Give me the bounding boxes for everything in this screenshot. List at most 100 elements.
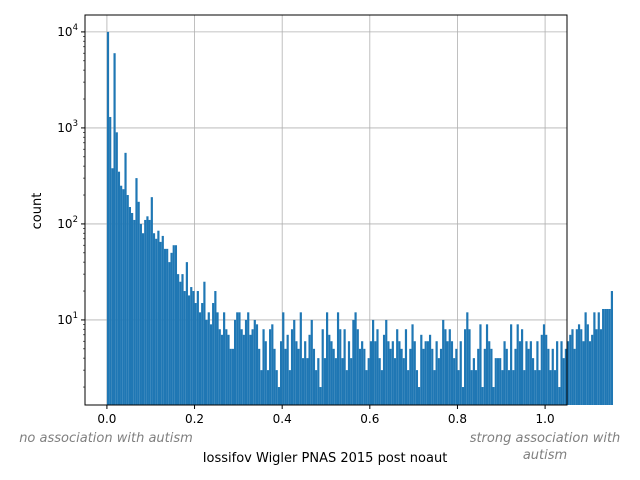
histogram-bar	[196, 291, 199, 405]
histogram-bar	[378, 358, 381, 405]
histogram-bar	[279, 341, 283, 405]
histogram-bar	[170, 252, 173, 405]
histogram-bar	[437, 358, 440, 405]
histogram-bar	[269, 329, 272, 405]
histogram-bar	[602, 308, 605, 405]
annotation-right-line2: autism	[523, 448, 567, 463]
histogram-bar	[571, 329, 574, 405]
histogram-bar	[361, 341, 364, 405]
histogram-bar	[233, 319, 237, 405]
histogram-bar	[352, 319, 355, 405]
histogram-bar	[372, 319, 375, 405]
histogram-bar	[415, 370, 419, 405]
x-tick-label: 1.0	[536, 412, 555, 426]
histogram-bar	[148, 219, 151, 405]
histogram-bar	[161, 235, 164, 405]
histogram-bar	[604, 308, 607, 405]
histogram-bar	[433, 370, 436, 405]
histogram-bar	[141, 233, 145, 405]
histogram-bar	[588, 341, 592, 405]
histogram-bar	[466, 312, 469, 405]
histogram-bar	[242, 334, 245, 405]
histogram-bar	[347, 341, 351, 405]
histogram-bar	[363, 348, 366, 405]
histogram-bar	[205, 319, 208, 405]
histogram-bar	[183, 291, 186, 405]
axes-frame	[84, 14, 568, 406]
histogram-bar	[288, 370, 291, 405]
histogram-bar	[126, 195, 129, 405]
histogram-bar	[304, 341, 307, 405]
histogram-bar	[109, 116, 112, 405]
histogram-bar	[534, 370, 537, 405]
histogram-bar	[286, 334, 289, 405]
histogram-bar	[418, 387, 421, 405]
histogram-bar	[328, 334, 331, 405]
histogram-bar	[212, 303, 215, 405]
histogram-bar	[553, 370, 557, 405]
histogram-bar	[593, 312, 596, 405]
histogram-bar	[238, 312, 241, 405]
histogram-bar	[319, 387, 322, 405]
histogram-bar	[301, 358, 305, 405]
histogram-bar	[216, 312, 219, 405]
histogram-bar	[464, 329, 467, 405]
histogram-bar	[358, 348, 362, 405]
histogram-bar	[330, 341, 333, 405]
x-tick-label: 0.8	[448, 412, 467, 426]
histogram-bar	[599, 329, 603, 405]
histogram-bar	[549, 370, 552, 405]
histogram-bar	[538, 370, 541, 405]
histogram-bar	[350, 358, 353, 405]
histogram-bar	[277, 387, 280, 405]
histogram-bar	[424, 341, 427, 405]
histogram-bar	[367, 358, 370, 405]
histogram-bar	[402, 358, 405, 405]
histogram-bar	[525, 341, 528, 405]
histogram-bars	[106, 31, 614, 406]
histogram-bar	[523, 370, 526, 405]
histogram-bar	[558, 387, 561, 405]
histogram-bar	[503, 341, 506, 405]
histogram-bar	[531, 358, 535, 405]
histogram-bar	[295, 341, 298, 405]
histogram-bar	[560, 341, 563, 405]
histogram-bar	[284, 348, 287, 405]
histogram-bar	[258, 348, 261, 405]
histogram-bar	[520, 329, 524, 405]
histogram-bar	[185, 262, 188, 405]
histogram-bar	[299, 312, 302, 405]
histogram-bar	[133, 219, 136, 405]
histogram-bar	[326, 312, 329, 405]
histogram-bar	[111, 168, 114, 405]
histogram-bar	[336, 312, 340, 405]
histogram-bar	[488, 341, 491, 405]
histogram-bar	[492, 387, 495, 405]
histogram-bar	[168, 262, 171, 405]
histogram-bar	[194, 303, 197, 405]
histogram-bar	[455, 348, 458, 405]
histogram-bar	[227, 334, 230, 405]
histogram-bar	[461, 387, 465, 405]
histogram-bar	[507, 370, 511, 405]
histogram-bar	[354, 312, 357, 405]
histogram-bar	[369, 341, 373, 405]
histogram-bar	[382, 334, 386, 405]
histogram-bar	[490, 348, 493, 405]
histogram-bar	[428, 334, 432, 405]
histogram-bar	[398, 341, 401, 405]
histogram-bar	[575, 329, 578, 405]
histogram-bar	[155, 238, 158, 405]
histogram-bar	[470, 370, 473, 405]
histogram-bar	[308, 334, 311, 405]
histogram-bar	[385, 319, 388, 405]
histogram-bar	[334, 358, 337, 405]
histogram-bar	[266, 370, 270, 405]
histogram-bar	[439, 348, 443, 405]
histogram-bar	[514, 348, 517, 405]
histogram-bar	[536, 341, 539, 405]
histogram-bar	[448, 329, 451, 405]
histogram-bar	[223, 312, 226, 405]
histogram-bar	[365, 370, 368, 405]
